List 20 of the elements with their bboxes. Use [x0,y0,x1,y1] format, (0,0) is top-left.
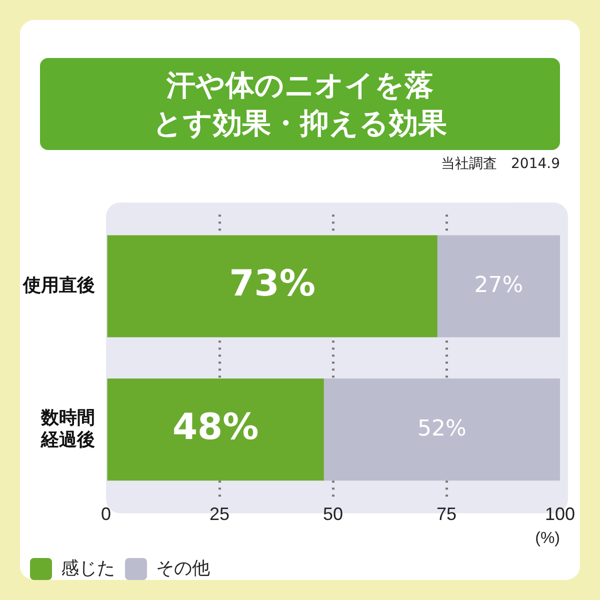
bar [107,378,324,481]
bar [107,235,438,338]
x-tick-label: 0 [100,504,112,524]
bar [437,235,560,338]
x-axis-title: (%) [535,530,560,547]
data-label: 52% [418,416,466,442]
legend-label: 感じた [61,558,115,578]
x-tick-label: 75 [436,504,457,524]
x-tick-label: 100 [544,504,576,524]
chart-title: 汗や体のニオイを落とす効果・抑える効果 [152,67,448,142]
bar [324,378,560,481]
x-tick-label: 50 [322,504,344,524]
text: 当社調査 2014.9 [441,155,560,173]
y-tick-label: 数時間経過後 [40,408,95,450]
y-tick-label: 使用直後 [22,275,95,296]
data-label: 73% [229,264,316,305]
legend-label: その他 [156,558,210,578]
data-label: 27% [474,272,524,298]
x-tick-label: 25 [209,504,230,524]
data-label: 48% [172,406,259,448]
